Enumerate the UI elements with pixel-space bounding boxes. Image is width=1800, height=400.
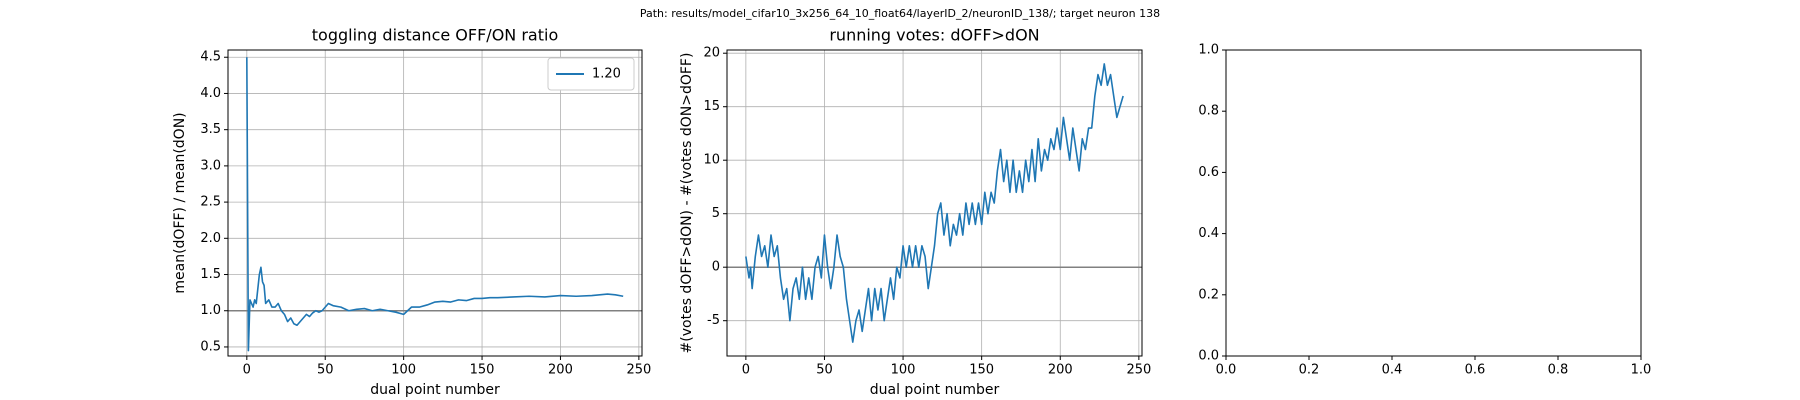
y-tick-label: 0 [712, 260, 720, 275]
y-tick-label: 2.0 [200, 231, 221, 246]
x-axis-label: dual point number [870, 382, 1000, 398]
x-tick-label: 100 [391, 363, 416, 378]
x-tick-label: 0 [243, 363, 251, 378]
axes-frame [1225, 49, 1642, 357]
y-tick-label: 0.4 [1198, 226, 1219, 241]
x-axis-label: dual point number [370, 382, 500, 398]
y-tick-label: 1.0 [1198, 43, 1219, 58]
figure-title: Path: results/model_cifar10_3x256_64_10_… [640, 7, 1160, 20]
x-tick-label: 150 [470, 363, 495, 378]
y-tick-label: 20 [703, 46, 720, 61]
y-tick-label: 1.0 [200, 303, 221, 318]
subplot: 0 50 100 150 200 250 -5 0 5 10 15 20 running votes: … [679, 26, 1151, 399]
x-tick-label: 50 [816, 363, 833, 378]
y-tick-label: 1.5 [200, 267, 221, 282]
x-tick-label: 150 [969, 363, 994, 378]
subplot-title: running votes: dOFF>dON [829, 26, 1039, 45]
x-tick-label: 250 [1126, 363, 1151, 378]
y-tick-label: 0.8 [1198, 104, 1219, 119]
data-line [745, 63, 1124, 343]
x-tick-label: 200 [548, 363, 573, 378]
y-tick-label: 4.0 [200, 86, 221, 101]
y-tick-label: -5 [707, 313, 720, 328]
y-tick-label: 5 [712, 206, 720, 221]
y-tick-label: 0.0 [1198, 349, 1219, 364]
x-tick-label: 0.0 [1216, 363, 1237, 378]
y-tick-label: 3.0 [200, 158, 221, 173]
x-tick-label: 100 [891, 363, 916, 378]
y-axis-label: mean(dOFF) / mean(dON) [172, 112, 188, 293]
y-tick-label: 15 [703, 99, 720, 114]
subplot-title: toggling distance OFF/ON ratio [312, 26, 558, 45]
y-axis-label: #(votes dOFF>dON) - #(votes dON>dOFF) [679, 53, 695, 354]
x-tick-label: 0.4 [1382, 363, 1403, 378]
data-line [246, 57, 624, 352]
x-tick-label: 200 [1048, 363, 1073, 378]
subplot: 0 50 100 150 200 250 0.5 1.0 1.5 2.0 2.5 3.0 3.5 4.0 4… [172, 26, 651, 399]
y-tick-label: 10 [703, 153, 720, 168]
x-tick-label: 250 [626, 363, 651, 378]
y-tick-label: 0.5 [200, 339, 221, 354]
legend-box [547, 57, 635, 91]
subplot: 0.0 0.2 0.4 0.6 0.8 1.0 0.0 0.2 0.4 0.6 0.8 1.0 [1198, 43, 1651, 378]
x-tick-label: 0.2 [1299, 363, 1320, 378]
y-tick-label: 0.2 [1198, 287, 1219, 302]
y-tick-label: 0.6 [1198, 165, 1219, 180]
legend-label: 1.20 [592, 67, 621, 82]
x-tick-label: 0 [742, 363, 750, 378]
x-tick-label: 50 [317, 363, 334, 378]
axes-frame [726, 49, 1143, 357]
x-tick-label: 0.8 [1548, 363, 1569, 378]
x-tick-label: 1.0 [1631, 363, 1652, 378]
x-tick-label: 0.6 [1465, 363, 1486, 378]
y-tick-label: 2.5 [200, 195, 221, 210]
y-tick-label: 3.5 [200, 122, 221, 137]
y-tick-label: 4.5 [200, 50, 221, 65]
axes-frame [227, 49, 643, 357]
